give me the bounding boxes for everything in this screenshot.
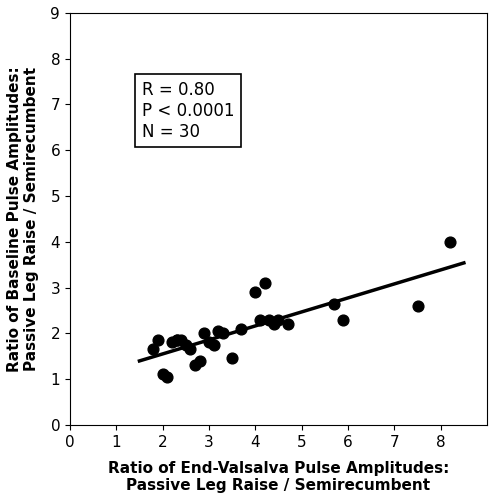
Point — [149, 346, 157, 354]
Point — [238, 324, 246, 332]
Point — [330, 300, 338, 308]
Point — [214, 327, 222, 335]
Point — [172, 336, 180, 344]
Y-axis label: Ratio of Baseline Pulse Amplitudes:
Passive Leg Raise / Semirecumbent: Ratio of Baseline Pulse Amplitudes: Pass… — [7, 66, 40, 372]
Point — [275, 316, 283, 324]
Point — [205, 338, 213, 346]
Point — [159, 370, 166, 378]
Point — [164, 373, 171, 381]
Point — [251, 288, 259, 296]
Point — [196, 357, 204, 365]
Point — [154, 336, 162, 344]
Point — [413, 302, 421, 310]
Point — [182, 340, 190, 348]
Point — [339, 316, 347, 324]
X-axis label: Ratio of End-Valsalva Pulse Amplitudes:
Passive Leg Raise / Semirecumbent: Ratio of End-Valsalva Pulse Amplitudes: … — [108, 460, 449, 493]
Point — [209, 340, 217, 348]
Point — [201, 330, 208, 338]
Point — [177, 336, 185, 344]
Point — [265, 316, 273, 324]
Point — [172, 336, 180, 344]
Point — [256, 316, 264, 324]
Point — [446, 238, 454, 246]
Point — [284, 320, 292, 328]
Point — [270, 320, 278, 328]
Point — [186, 346, 194, 354]
Point — [168, 338, 176, 346]
Point — [191, 362, 199, 370]
Text: R = 0.80
P < 0.0001
N = 30: R = 0.80 P < 0.0001 N = 30 — [142, 81, 234, 140]
Point — [228, 354, 236, 362]
Point — [219, 330, 227, 338]
Point — [261, 279, 269, 287]
